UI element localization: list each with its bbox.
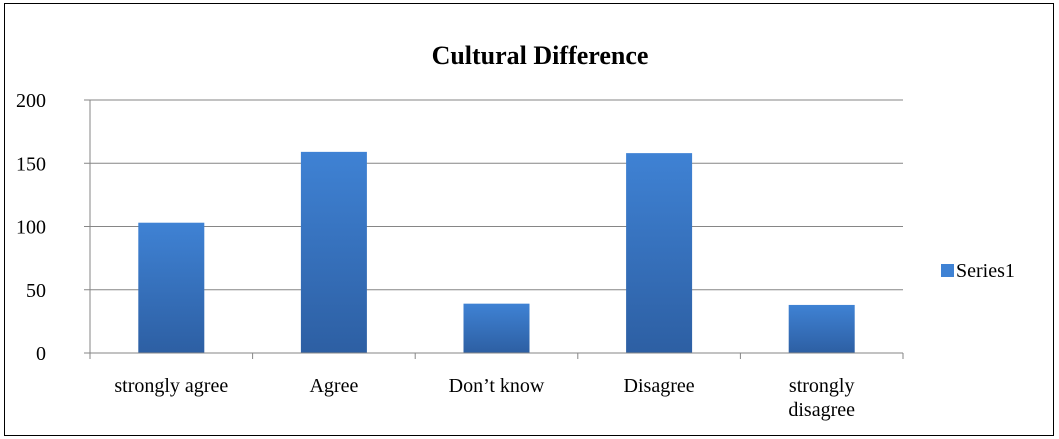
chart-title: Cultural Difference (432, 41, 649, 70)
x-axis-categories: strongly agree Agree Don’t know Disagree str… (114, 375, 855, 421)
x-category-label: Disagree (624, 375, 695, 397)
y-tick-label: 150 (16, 153, 46, 175)
y-tick-label: 100 (16, 217, 46, 239)
bar-strongly-agree (138, 223, 204, 353)
x-category-label: strongly disagree (788, 375, 855, 421)
bar-disagree (626, 153, 692, 353)
legend-label-series1: Series1 (956, 260, 1015, 282)
gridlines (90, 100, 903, 290)
y-tick-label: 200 (16, 90, 46, 112)
bar-agree (301, 152, 367, 353)
y-axis-ticks: 0 50 100 150 200 (16, 90, 90, 365)
x-category-label: Don’t know (449, 375, 545, 397)
legend: Series1 (941, 260, 1015, 282)
x-category-label: strongly agree (114, 375, 228, 397)
bar-strongly-disagree (789, 305, 855, 353)
y-tick-label: 50 (26, 280, 46, 302)
bars (138, 152, 854, 353)
y-tick-label: 0 (36, 343, 46, 365)
x-category-label: Agree (309, 375, 358, 397)
bar-don-t-know (464, 304, 530, 353)
legend-swatch-series1 (941, 264, 954, 277)
